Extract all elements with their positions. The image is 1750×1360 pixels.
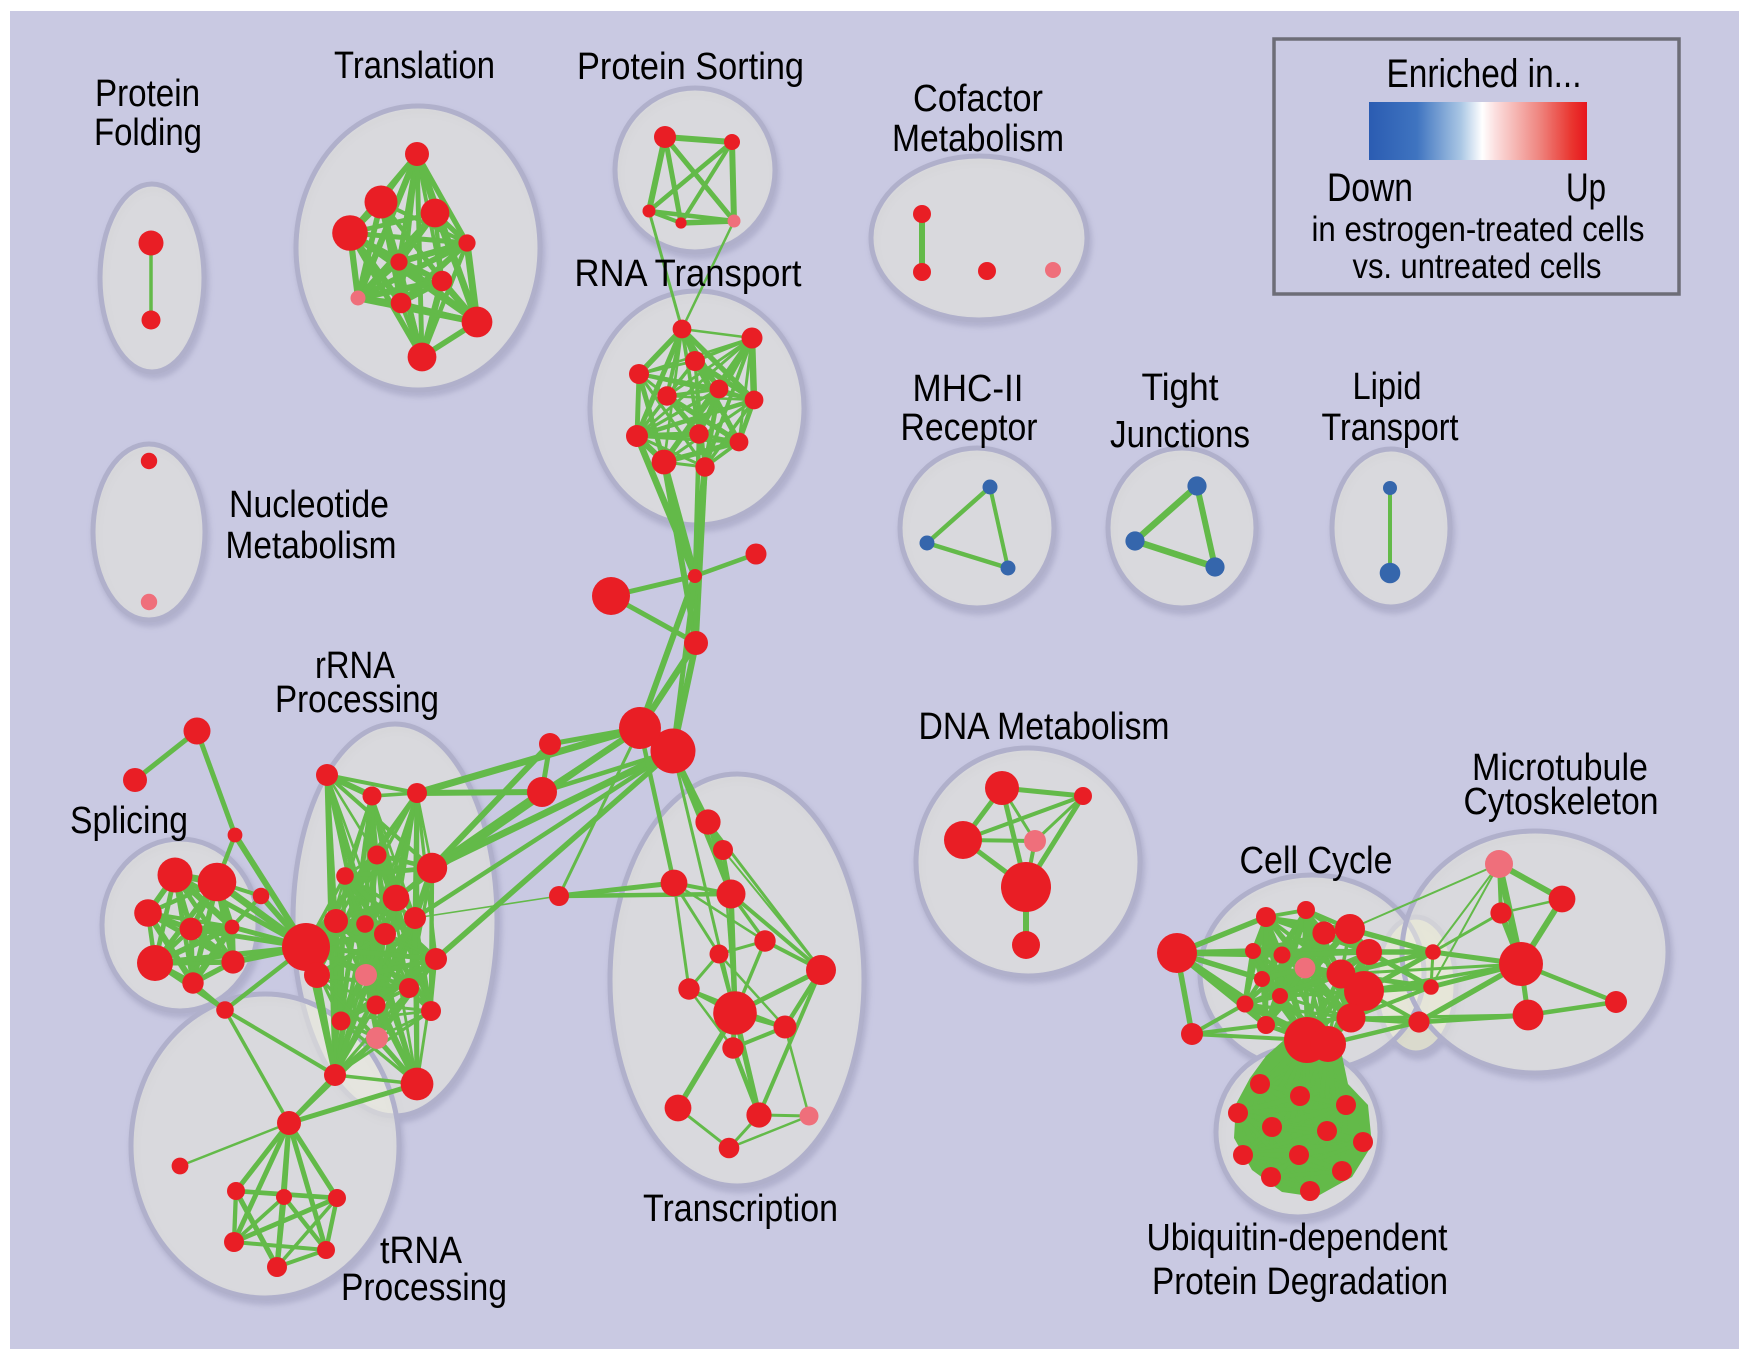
svg-text:Protein Sorting: Protein Sorting: [577, 46, 804, 88]
svg-text:RNA Transport: RNA Transport: [575, 253, 802, 295]
svg-text:Down: Down: [1327, 166, 1413, 210]
svg-text:Splicing: Splicing: [70, 800, 188, 842]
svg-text:DNA Metabolism: DNA Metabolism: [919, 706, 1170, 748]
svg-text:Receptor: Receptor: [901, 407, 1038, 449]
svg-text:Transcription: Transcription: [643, 1188, 838, 1230]
svg-text:Cytoskeleton: Cytoskeleton: [1464, 781, 1659, 823]
svg-text:Metabolism: Metabolism: [226, 525, 397, 567]
svg-text:vs. untreated cells: vs. untreated cells: [1353, 247, 1602, 286]
svg-text:Junctions: Junctions: [1110, 414, 1250, 456]
svg-text:Metabolism: Metabolism: [892, 118, 1064, 160]
svg-text:Cofactor: Cofactor: [913, 78, 1043, 120]
svg-text:Processing: Processing: [341, 1267, 507, 1309]
svg-text:Ubiquitin-dependent: Ubiquitin-dependent: [1147, 1217, 1448, 1259]
svg-text:Enriched in...: Enriched in...: [1387, 52, 1582, 96]
svg-text:MHC-II: MHC-II: [913, 368, 1024, 410]
svg-text:Folding: Folding: [94, 112, 202, 154]
svg-text:rRNA: rRNA: [315, 645, 396, 687]
svg-text:tRNA: tRNA: [380, 1230, 463, 1272]
svg-text:Tight: Tight: [1142, 367, 1219, 409]
svg-text:Protein Degradation: Protein Degradation: [1152, 1261, 1448, 1303]
svg-text:Nucleotide: Nucleotide: [229, 484, 389, 526]
svg-text:Lipid: Lipid: [1353, 366, 1422, 408]
svg-text:in estrogen-treated cells: in estrogen-treated cells: [1312, 210, 1645, 249]
svg-text:Processing: Processing: [275, 679, 439, 721]
svg-text:Transport: Transport: [1322, 407, 1459, 449]
svg-text:Protein: Protein: [95, 73, 200, 115]
svg-text:Up: Up: [1566, 166, 1606, 210]
svg-text:Microtubule: Microtubule: [1472, 747, 1648, 789]
svg-text:Translation: Translation: [334, 45, 495, 87]
svg-text:Cell Cycle: Cell Cycle: [1240, 840, 1393, 882]
